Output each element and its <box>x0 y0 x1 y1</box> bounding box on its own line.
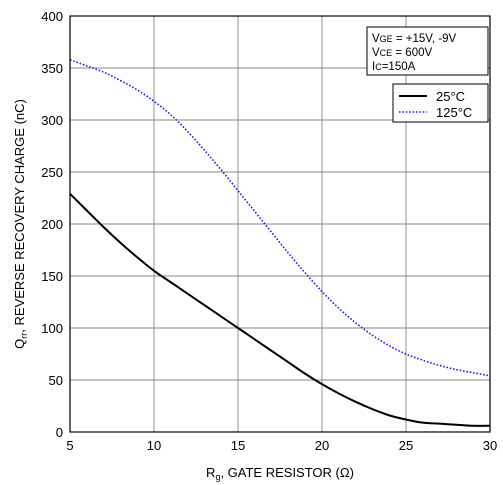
y-tick-label: 250 <box>41 165 63 180</box>
y-tick-label: 300 <box>41 113 63 128</box>
legend-label-25c: 25°C <box>436 89 465 104</box>
x-axis-title-sub: g <box>215 472 220 482</box>
y-tick-labels: 0 50 100 150 200 250 300 350 400 <box>41 9 63 440</box>
y-tick-label: 200 <box>41 217 63 232</box>
x-tick-label: 20 <box>315 438 329 453</box>
x-tick-labels: 5 10 15 20 25 30 <box>66 438 497 453</box>
x-axis-title: Rg, GATE RESISTOR (Ω) <box>206 465 354 482</box>
y-axis-title: Qrr, REVERSE RECOVERY CHARGE (nC) <box>12 99 29 349</box>
y-tick-label: 50 <box>49 373 63 388</box>
plot-frame <box>69 15 491 433</box>
x-tick-label: 10 <box>147 438 161 453</box>
condition-ic: IC=150A <box>372 61 416 73</box>
y-axis-title-sub: rr <box>19 333 29 339</box>
condition-vge: VGE = +15V, -9V <box>372 33 457 45</box>
y-tick-label: 0 <box>56 425 63 440</box>
grid <box>69 15 491 433</box>
series-layer <box>69 58 491 427</box>
series-line-25c <box>69 193 491 427</box>
legend-label-125c: 125°C <box>436 105 472 120</box>
y-axis-title-rest: , REVERSE RECOVERY CHARGE (nC) <box>12 99 27 333</box>
x-axis-title-main: R <box>206 465 215 480</box>
x-tick-label: 25 <box>399 438 413 453</box>
test-conditions-box: VGE = +15V, -9V VCE = 600V IC=150A <box>366 26 489 76</box>
y-axis-title-main: Q <box>12 339 27 349</box>
x-axis-title-rest: , GATE RESISTOR (Ω) <box>220 465 353 480</box>
legend: 25°C 125°C <box>392 83 489 123</box>
y-tick-label: 350 <box>41 61 63 76</box>
series-line-125c <box>69 58 491 377</box>
condition-vce: VCE = 600V <box>372 47 432 59</box>
y-tick-label: 400 <box>41 9 63 24</box>
y-tick-label: 150 <box>41 269 63 284</box>
x-tick-label: 15 <box>231 438 245 453</box>
y-tick-label: 100 <box>41 321 63 336</box>
x-tick-label: 30 <box>483 438 497 453</box>
x-tick-label: 5 <box>66 438 73 453</box>
